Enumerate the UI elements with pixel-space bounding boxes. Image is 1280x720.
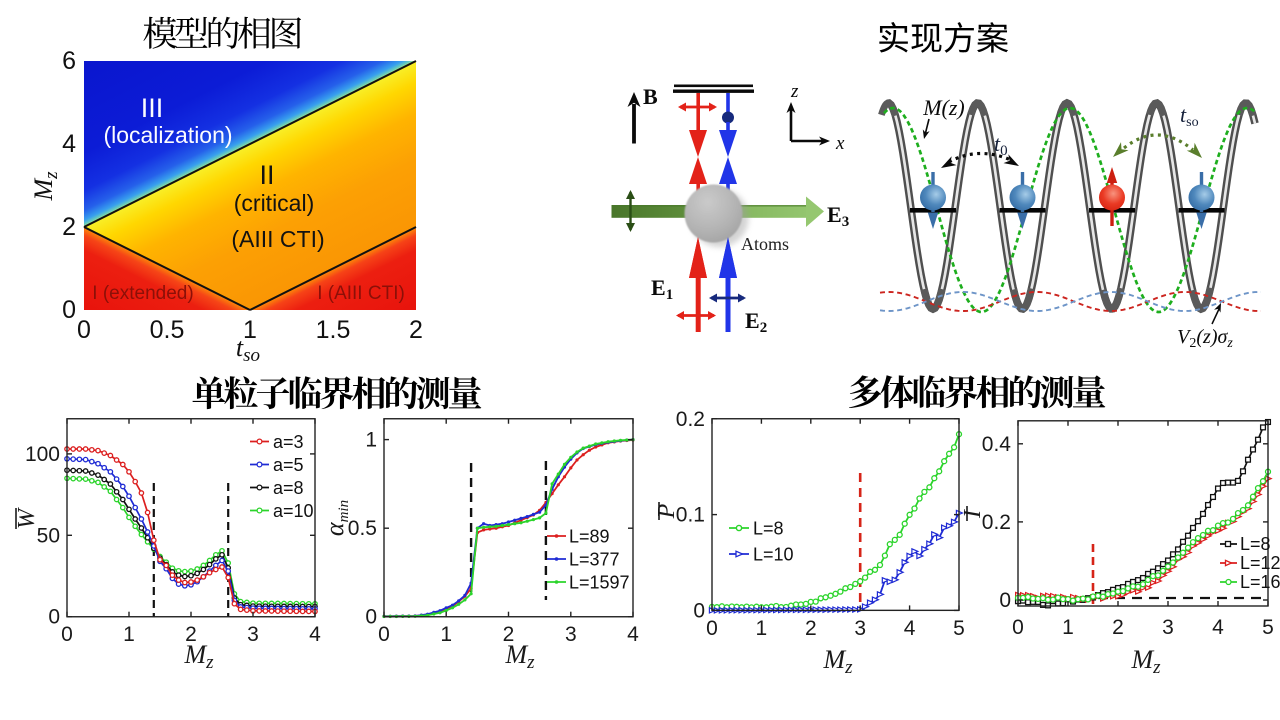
svg-text:1.5: 1.5 [316, 316, 351, 344]
svg-text:3: 3 [565, 623, 577, 646]
svg-text:Atoms: Atoms [741, 234, 789, 254]
svg-text:4: 4 [1212, 616, 1224, 639]
svg-text:1: 1 [1062, 616, 1074, 639]
svg-text:0: 0 [48, 606, 60, 629]
svg-text:L=8: L=8 [753, 519, 784, 539]
svg-text:50: 50 [37, 524, 60, 547]
svg-text:1: 1 [243, 316, 257, 344]
svg-text:x: x [835, 133, 845, 154]
svg-text:1: 1 [123, 623, 135, 646]
svg-text:L=89: L=89 [569, 527, 610, 547]
svg-text:z: z [790, 81, 799, 102]
svg-text:5: 5 [953, 617, 965, 640]
svg-text:L=377: L=377 [569, 550, 620, 570]
svg-text:L=16: L=16 [1240, 572, 1280, 592]
svg-text:4: 4 [904, 617, 916, 640]
svg-text:W: W [14, 507, 40, 529]
svg-text:I: I [960, 509, 986, 519]
svg-text:V2(z)σz: V2(z)σz [1177, 326, 1233, 351]
svg-text:1: 1 [440, 623, 452, 646]
svg-text:0: 0 [999, 589, 1011, 612]
svg-text:3: 3 [247, 623, 259, 646]
svg-text:a=8: a=8 [273, 478, 304, 498]
svg-text:1: 1 [365, 429, 377, 452]
svg-text:a=3: a=3 [273, 432, 304, 452]
svg-text:4: 4 [309, 623, 321, 646]
svg-text:a=10: a=10 [273, 501, 314, 521]
svg-text:1: 1 [756, 617, 768, 640]
svg-text:a=5: a=5 [273, 455, 304, 475]
svg-text:0.5: 0.5 [150, 316, 185, 344]
svg-text:3: 3 [854, 617, 866, 640]
svg-text:B: B [643, 84, 658, 109]
svg-text:0.5: 0.5 [348, 517, 377, 540]
svg-text:3: 3 [1162, 616, 1174, 639]
svg-text:0: 0 [706, 617, 718, 640]
svg-text:M(z): M(z) [922, 95, 965, 120]
svg-text:II: II [259, 160, 274, 190]
svg-text:(AIII CTI): (AIII CTI) [231, 226, 324, 252]
svg-text:4: 4 [627, 623, 639, 646]
svg-text:P: P [654, 503, 680, 519]
svg-text:0: 0 [378, 623, 390, 646]
svg-text:5: 5 [1262, 616, 1274, 639]
svg-text:III: III [141, 93, 164, 123]
svg-text:I (extended): I (extended) [92, 283, 193, 304]
svg-text:L=8: L=8 [1240, 534, 1271, 554]
svg-text:(localization): (localization) [103, 122, 232, 148]
svg-text:2: 2 [805, 617, 817, 640]
svg-text:0.1: 0.1 [676, 504, 705, 527]
svg-text:2: 2 [1112, 616, 1124, 639]
svg-text:(critical): (critical) [234, 190, 315, 216]
svg-text:L=1597: L=1597 [569, 573, 630, 593]
svg-text:0: 0 [77, 316, 91, 344]
svg-text:2: 2 [503, 623, 515, 646]
svg-text:2: 2 [62, 213, 76, 241]
svg-text:L=12: L=12 [1240, 553, 1280, 573]
svg-text:6: 6 [62, 47, 76, 75]
svg-text:0: 0 [62, 296, 76, 324]
svg-text:0: 0 [61, 623, 73, 646]
svg-text:0.2: 0.2 [982, 511, 1011, 534]
svg-text:100: 100 [25, 443, 60, 466]
svg-text:tso: tso [236, 333, 260, 366]
svg-text:0: 0 [365, 606, 377, 629]
svg-text:0.4: 0.4 [982, 433, 1012, 456]
svg-text:2: 2 [409, 316, 423, 344]
svg-text:0: 0 [693, 599, 705, 622]
svg-text:I (AIII CTI): I (AIII CTI) [317, 283, 405, 304]
svg-text:2: 2 [185, 623, 197, 646]
svg-text:0: 0 [1012, 616, 1024, 639]
svg-text:0.2: 0.2 [676, 408, 705, 431]
svg-text:L=10: L=10 [753, 545, 794, 565]
svg-text:4: 4 [62, 130, 76, 158]
